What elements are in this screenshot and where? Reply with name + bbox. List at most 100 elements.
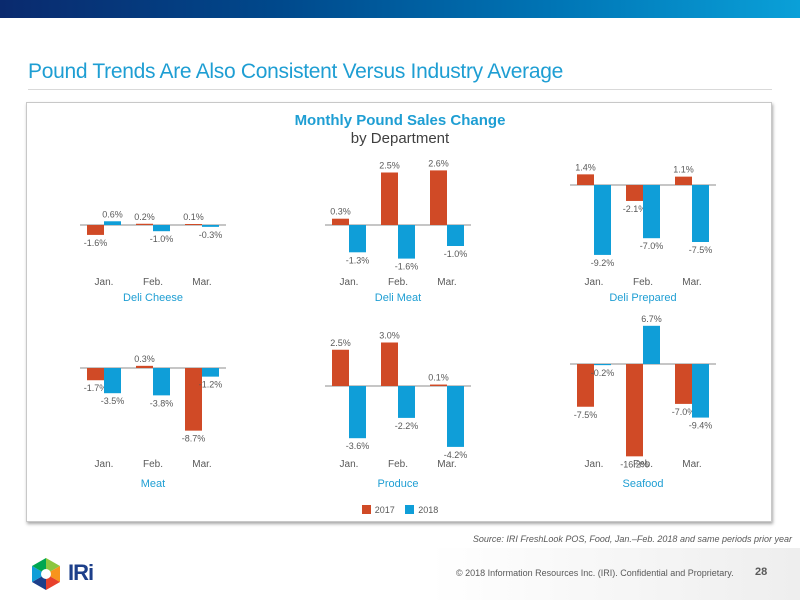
deli-meat-bar-2018-0: [349, 225, 366, 253]
legend-item-2018: 2018: [405, 505, 438, 515]
seafood-data-label: -0.2%: [591, 368, 615, 378]
seafood-bar-2017-2: [675, 364, 692, 404]
deli-prepared-data-label: -7.0%: [640, 241, 664, 251]
produce-category-label: Mar.: [437, 459, 456, 470]
deli-meat-category-label: Mar.: [437, 277, 456, 288]
meat-bar-2018-1: [153, 368, 170, 396]
deli-prepared-data-label: 1.1%: [673, 165, 694, 175]
seafood-bar-2018-1: [643, 325, 660, 364]
deli-prepared-bar-2017-2: [675, 176, 692, 185]
produce-data-label: -3.6%: [346, 441, 370, 451]
seafood-category-label: Jan.: [585, 459, 604, 470]
meat-category-label: Feb.: [143, 459, 163, 470]
deli-prepared-category-label: Mar.: [682, 277, 701, 288]
deli-meat-bar-2017-1: [381, 172, 398, 225]
source-note: Source: IRI FreshLook POS, Food, Jan.–Fe…: [472, 534, 792, 544]
meat-bar-2018-2: [202, 368, 219, 377]
seafood-data-label: -7.0%: [672, 407, 696, 417]
deli-meat-bar-2018-1: [398, 225, 415, 259]
deli-cheese-data-label: -1.0%: [150, 234, 174, 244]
deli-prepared-department-label: Deli Prepared: [609, 292, 676, 304]
deli-cheese-data-label: -0.3%: [199, 230, 223, 240]
produce-bar-2017-1: [381, 342, 398, 386]
deli-meat-category-label: Jan.: [340, 277, 359, 288]
produce-department-label: Produce: [378, 478, 419, 490]
copyright-notice: © 2018 Information Resources Inc. (IRI).…: [456, 568, 734, 578]
meat-data-label: -1.2%: [199, 380, 223, 390]
deli-prepared-category-label: Jan.: [585, 277, 604, 288]
deli-meat-bar-2018-2: [447, 225, 464, 246]
deli-prepared-category-label: Feb.: [633, 277, 653, 288]
deli-meat-data-label: -1.3%: [346, 255, 370, 265]
title-divider: [28, 89, 772, 90]
produce-bar-2018-0: [349, 386, 366, 439]
deli-cheese-category-label: Feb.: [143, 277, 163, 288]
deli-meat-data-label: 0.3%: [330, 207, 351, 217]
legend-swatch-2017: [361, 505, 371, 514]
deli-prepared-bar-2018-0: [594, 185, 611, 255]
deli-prepared-bar-2018-2: [692, 185, 709, 242]
meat-data-label: -3.8%: [150, 398, 174, 408]
produce-data-label: 2.5%: [330, 338, 351, 348]
seafood-data-label: -16.2%: [620, 459, 649, 469]
legend-label-2017: 2017: [374, 505, 395, 515]
produce-bar-2017-2: [430, 384, 447, 386]
produce-bar-2017-0: [332, 349, 349, 386]
deli-prepared-bar-2018-1: [643, 185, 660, 239]
deli-meat-department-label: Deli Meat: [375, 292, 421, 304]
deli-prepared-data-label: 1.4%: [575, 162, 596, 172]
seafood-bar-2017-0: [577, 364, 594, 407]
deli-cheese-bar-2018-2: [202, 225, 219, 227]
deli-cheese-bar-2018-1: [153, 225, 170, 232]
deli-prepared-data-label: -2.1%: [623, 204, 647, 214]
deli-cheese-data-label: 0.1%: [183, 212, 204, 222]
iri-logo-text: IRi: [68, 560, 94, 585]
deli-cheese-bar-2017-1: [136, 223, 153, 225]
meat-bar-2017-2: [185, 368, 202, 431]
meat-bar-2018-0: [104, 368, 121, 394]
produce-bar-2018-2: [447, 386, 464, 447]
seafood-data-label: -9.4%: [689, 421, 713, 431]
meat-bar-2017-1: [136, 365, 153, 368]
deli-cheese-data-label: -1.6%: [84, 238, 108, 248]
footer-band: [430, 548, 800, 600]
seafood-data-label: 6.7%: [641, 314, 662, 324]
deli-meat-bar-2017-2: [430, 170, 447, 225]
deli-prepared-data-label: -9.2%: [591, 258, 615, 268]
deli-cheese-bar-2017-0: [87, 225, 104, 235]
meat-category-label: Jan.: [95, 459, 114, 470]
seafood-category-label: Feb.: [633, 459, 653, 470]
meat-category-label: Mar.: [192, 459, 211, 470]
meat-data-label: -1.7%: [84, 383, 108, 393]
deli-prepared-bar-2017-0: [577, 174, 594, 185]
legend-swatch-2018: [405, 505, 415, 514]
produce-category-label: Feb.: [388, 459, 408, 470]
deli-meat-data-label: -1.6%: [395, 262, 419, 272]
deli-meat-data-label: 2.6%: [428, 158, 449, 168]
top-banner: [0, 0, 800, 18]
deli-meat-bar-2017-0: [332, 218, 349, 225]
deli-meat-category-label: Feb.: [388, 277, 408, 288]
chart-legend: 2017 2018: [0, 505, 800, 515]
produce-data-label: -4.2%: [444, 450, 468, 460]
meat-department-label: Meat: [141, 478, 165, 490]
deli-cheese-department-label: Deli Cheese: [123, 292, 183, 304]
chart-title: Monthly Pound Sales Change: [294, 112, 506, 129]
seafood-category-label: Mar.: [682, 459, 701, 470]
chart-frame: [26, 102, 772, 522]
chart-subtitle: by Department: [350, 130, 450, 147]
deli-meat-data-label: -1.0%: [444, 249, 468, 259]
meat-data-label: -3.5%: [101, 396, 125, 406]
produce-data-label: 0.1%: [428, 373, 449, 383]
slide-title: Pound Trends Are Also Consistent Versus …: [28, 60, 563, 83]
produce-category-label: Jan.: [340, 459, 359, 470]
deli-prepared-bar-2017-1: [626, 185, 643, 201]
seafood-bar-2017-1: [626, 364, 643, 457]
meat-bar-2017-0: [87, 368, 104, 381]
legend-item-2017: 2017: [361, 505, 395, 515]
seafood-department-label: Seafood: [623, 478, 664, 490]
deli-cheese-category-label: Mar.: [192, 277, 211, 288]
deli-cheese-data-label: 0.2%: [134, 212, 155, 222]
page-number: 28: [755, 566, 768, 578]
